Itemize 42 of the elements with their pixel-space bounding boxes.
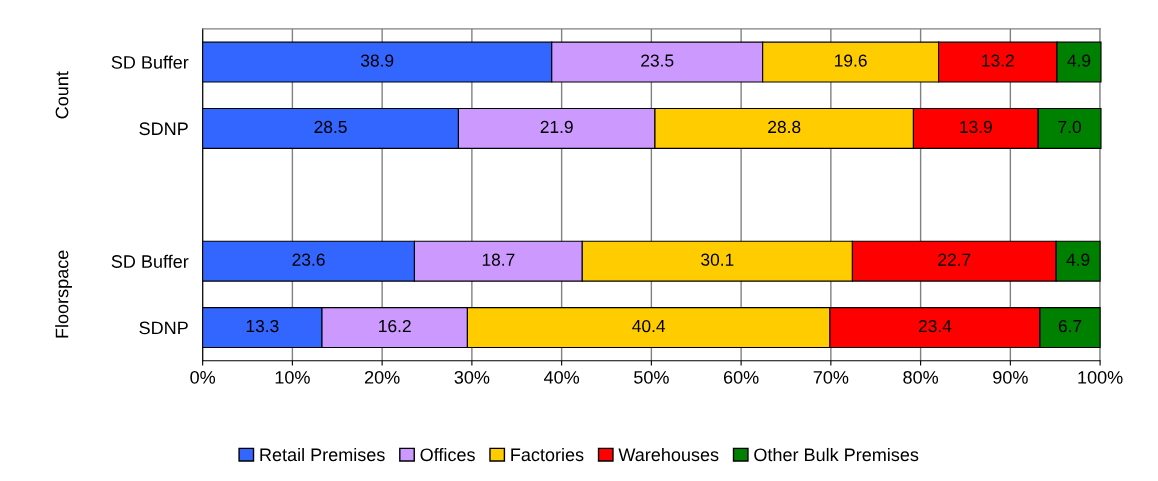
data-label: 18.7 [482, 253, 515, 266]
x-tick-label: 10% [275, 370, 310, 384]
data-label: 13.9 [960, 120, 992, 134]
data-label: 16.2 [379, 319, 411, 333]
y-tick-label: SD Buffer [111, 55, 189, 69]
data-label: 13.2 [982, 54, 1014, 67]
x-tick-label: 70% [813, 370, 849, 384]
data-label: 23.6 [292, 253, 325, 266]
data-label: 13.3 [246, 319, 279, 333]
legend-label: Factories [511, 447, 584, 462]
data-label: 38.9 [360, 54, 394, 67]
x-tick-label: 30% [454, 370, 490, 384]
data-label: 28.5 [314, 120, 347, 134]
data-label: 23.4 [918, 319, 952, 333]
x-tick-label: 60% [723, 370, 759, 384]
x-tick-label: 50% [634, 370, 669, 384]
x-tick-label: 90% [993, 370, 1028, 384]
data-label: 4.9 [1067, 54, 1091, 67]
data-label: 22.7 [938, 253, 971, 266]
x-tick-label: 80% [903, 370, 939, 384]
data-label: 7.0 [1058, 120, 1081, 134]
data-label: 23.5 [641, 54, 674, 67]
y-tick-label: SDNP [139, 321, 188, 335]
legend-label: Other Bulk Premises [754, 447, 919, 462]
data-label: 4.9 [1066, 253, 1090, 266]
x-tick-label: 20% [364, 370, 400, 384]
data-label: 19.6 [835, 54, 867, 67]
y-tick-label: SDNP [139, 122, 188, 136]
data-label: 21.9 [540, 120, 573, 134]
x-tick-label: 100% [1078, 370, 1123, 384]
y-tick-label: SD Buffer [111, 254, 189, 268]
legend-label: Warehouses [618, 447, 719, 462]
x-tick-label: 40% [543, 370, 580, 384]
text: Count [55, 71, 69, 119]
data-label: 6.7 [1058, 319, 1082, 333]
text: Floorspace [55, 250, 72, 338]
legend-label: Offices [420, 447, 475, 462]
data-label: 40.4 [632, 319, 666, 333]
x-tick-label: 0% [190, 370, 216, 384]
legend-label: Retail Premises [260, 447, 385, 462]
data-label: 28.8 [768, 120, 801, 134]
data-label: 30.1 [701, 253, 734, 266]
